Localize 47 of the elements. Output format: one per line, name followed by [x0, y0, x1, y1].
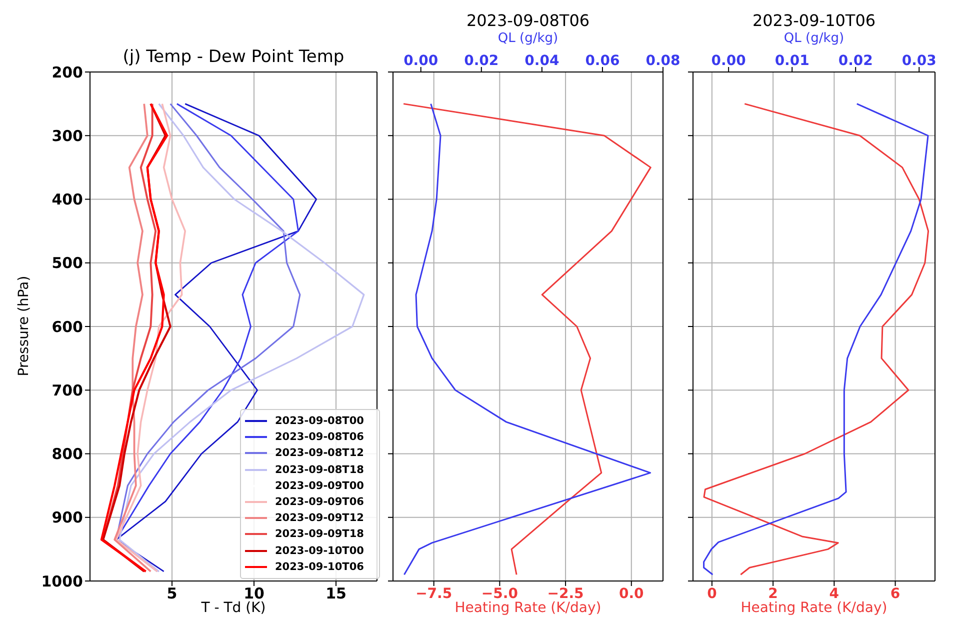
y-tick-label: 1000: [41, 572, 83, 590]
x2-axis-title: QL (g/kg): [782, 31, 846, 46]
y-tick-label: 500: [52, 254, 83, 272]
chart-title: 2023-09-10T06: [751, 11, 877, 30]
x-tick-label: 0: [707, 586, 718, 602]
y-tick-label: 200: [52, 63, 83, 82]
x2-tick-label: 0.04: [524, 53, 560, 69]
y-tick-label: 300: [52, 126, 83, 145]
legend-label: 2023-09-08T06: [275, 431, 364, 444]
x2-tick-label: 0.00: [711, 53, 746, 69]
y-tick-label: 400: [52, 190, 83, 209]
x-tick-label: −7.5: [416, 586, 452, 602]
legend-label: 2023-09-09T00: [275, 480, 364, 492]
x-tick-label: −2.5: [547, 586, 584, 602]
legend-label: 2023-09-09T12: [275, 512, 364, 524]
x-tick-label: 15: [326, 584, 346, 603]
legend-label: 2023-09-09T06: [275, 496, 364, 508]
y-tick-label: 600: [52, 318, 83, 336]
x-tick-label: 4: [829, 586, 840, 602]
x2-tick-label: 0.03: [902, 53, 936, 69]
y-tick-label: 700: [52, 381, 83, 400]
x2-tick-label: 0.02: [838, 53, 873, 69]
x-tick-label: 6: [890, 586, 900, 602]
legend-label: 2023-09-08T00: [275, 415, 364, 428]
x-axis-title: Heating Rate (K/day): [454, 600, 602, 616]
x2-tick-label: 0.01: [774, 53, 810, 69]
x-tick-label: 2: [768, 586, 778, 602]
legend-label: 2023-09-08T12: [275, 447, 364, 460]
chart-title: (j) Temp - Dew Point Temp: [122, 47, 346, 67]
chart-title: 2023-09-08T06: [465, 11, 591, 30]
legend-label: 2023-09-09T18: [275, 528, 364, 540]
x-tick-label: −5.0: [481, 586, 518, 602]
x2-axis-title: QL (g/kg): [496, 31, 560, 46]
x-tick-label: 5: [166, 584, 178, 603]
x-axis-title: Heating Rate (K/day): [740, 600, 888, 616]
legend-label: 2023-09-08T18: [275, 464, 364, 476]
legend-label: 2023-09-10T06: [275, 560, 364, 573]
y-tick-label: 800: [52, 445, 83, 464]
x2-tick-label: 0.00: [404, 53, 438, 69]
x-axis-title: T - Td (K): [201, 600, 266, 616]
x2-tick-label: 0.02: [464, 53, 499, 69]
x-tick-label: 0.0: [618, 586, 644, 602]
x2-tick-label: 0.06: [585, 53, 620, 69]
legend-label: 2023-09-10T00: [275, 544, 364, 557]
x2-tick-label: 0.08: [646, 53, 680, 69]
y-tick-label: 900: [52, 508, 83, 527]
y-axis-title: Pressure (hPa): [16, 274, 32, 378]
